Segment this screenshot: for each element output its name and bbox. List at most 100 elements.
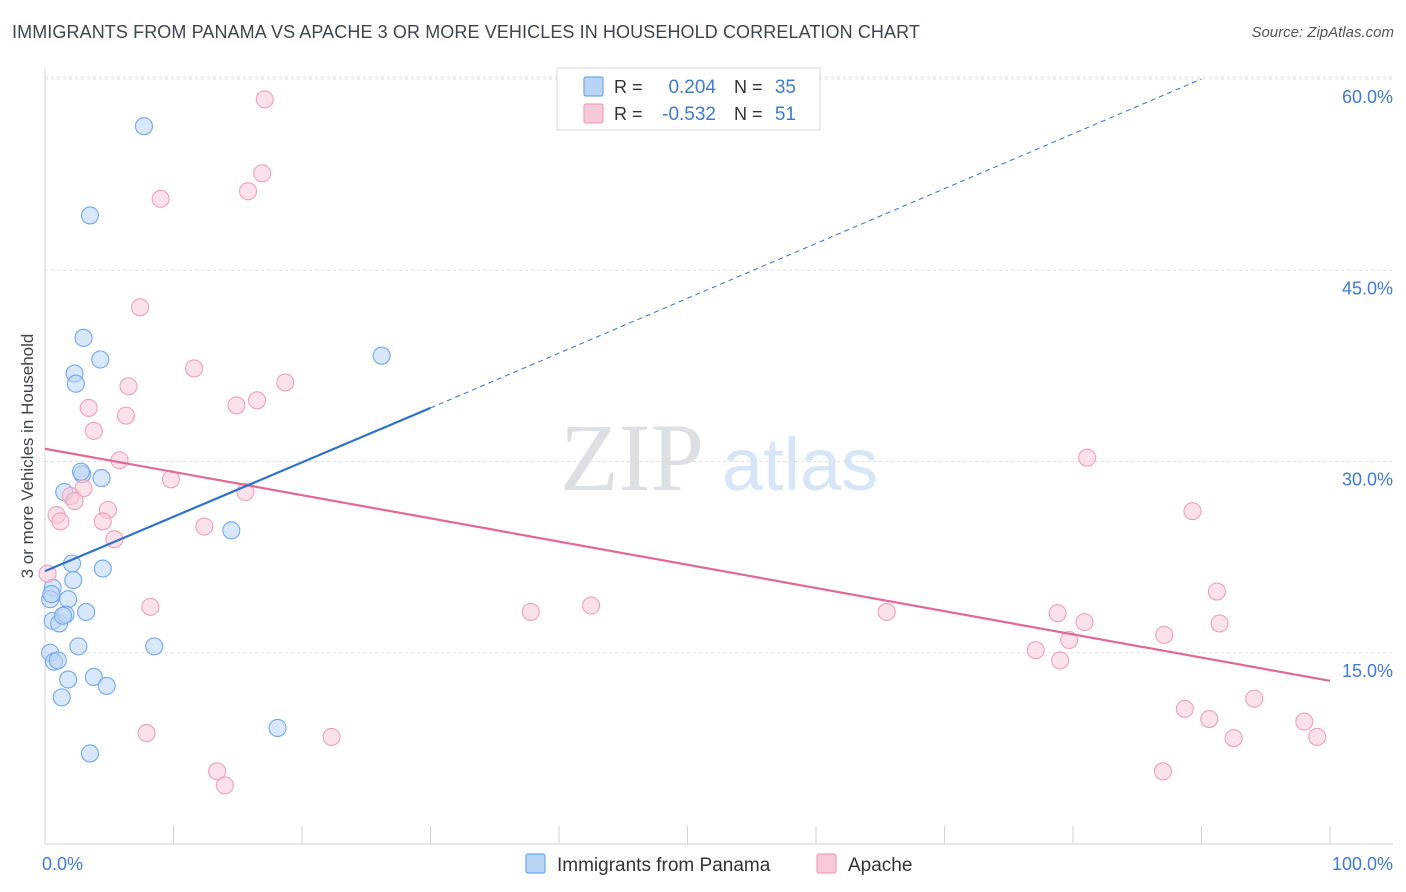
- point-1-35: [1026, 641, 1045, 660]
- point-0-10: [71, 462, 91, 481]
- legend-bottom-label-panama: Immigrants from Panama: [557, 855, 771, 876]
- legend-n-label-2: N =: [734, 104, 763, 124]
- point-0-1: [80, 206, 100, 225]
- point-0-28: [48, 651, 67, 670]
- point-1-41: [1200, 709, 1219, 729]
- point-0-31: [97, 676, 116, 695]
- point-1-3: [151, 189, 170, 208]
- point-0-25: [69, 637, 88, 656]
- point-0-11: [222, 521, 241, 540]
- legend-n-value-2: 51: [775, 104, 796, 125]
- point-0-23: [53, 606, 73, 625]
- point-0-29: [59, 670, 78, 689]
- point-1-48: [215, 776, 234, 795]
- point-0-33: [268, 718, 287, 738]
- legend-bottom-swatch-panama: [525, 853, 546, 874]
- x-tick-label-1: 100.0%: [1332, 854, 1393, 874]
- watermark-atlas: atlas: [722, 423, 878, 506]
- trendline-panama-extension: [430, 78, 1202, 409]
- trendline-panama: [44, 406, 431, 573]
- y-tick-label-2: 45.0%: [1342, 278, 1393, 298]
- point-0-18: [59, 590, 78, 609]
- point-1-34: [1060, 630, 1079, 650]
- point-1-27: [582, 596, 601, 615]
- y-axis-title: 3 or more Vehicles in Household: [18, 334, 37, 579]
- point-1-37: [1155, 625, 1174, 644]
- point-1-46: [322, 727, 341, 746]
- point-1-1: [253, 164, 272, 183]
- point-1-38: [1210, 614, 1229, 633]
- legend-swatch-pink: [583, 103, 604, 124]
- point-1-9: [227, 396, 246, 415]
- correlation-legend: R = 0.204 N = 35 R = -0.532 N = 51: [556, 67, 821, 131]
- point-1-4: [131, 298, 150, 317]
- point-1-2: [238, 182, 258, 201]
- axes: 15.0% 30.0% 45.0% 60.0% 0.0% 100.0%: [42, 68, 1393, 874]
- point-1-12: [84, 421, 103, 440]
- point-1-43: [1295, 712, 1314, 731]
- point-0-14: [64, 571, 83, 590]
- point-1-18: [65, 491, 84, 511]
- point-1-32: [1048, 604, 1067, 623]
- point-1-8: [247, 391, 267, 410]
- point-1-10: [79, 398, 98, 418]
- point-1-45: [137, 724, 156, 743]
- point-1-5: [185, 359, 204, 378]
- legend-n-value-1: 35: [775, 77, 796, 98]
- legend-n-label-1: N =: [734, 77, 763, 97]
- point-0-17: [42, 585, 61, 604]
- series-1: [38, 90, 1327, 795]
- legend-r-value-2: -0.532: [662, 104, 716, 125]
- point-1-25: [141, 597, 160, 616]
- point-1-40: [1175, 699, 1194, 718]
- legend-bottom-label-apache: Apache: [848, 855, 912, 876]
- y-tick-label-0: 15.0%: [1342, 661, 1393, 681]
- point-1-49: [1153, 762, 1172, 781]
- point-0-13: [93, 559, 112, 578]
- point-0-22: [77, 602, 96, 622]
- point-1-0: [255, 90, 274, 109]
- chart-source: Source: ZipAtlas.com: [1251, 24, 1394, 41]
- point-1-28: [877, 602, 896, 622]
- point-1-47: [208, 762, 227, 781]
- series-0: [41, 117, 391, 763]
- point-1-29: [1078, 448, 1097, 467]
- legend-bottom-swatch-apache: [816, 853, 837, 874]
- point-1-30: [1183, 502, 1202, 521]
- point-1-26: [521, 602, 540, 622]
- point-1-7: [276, 373, 295, 392]
- point-1-11: [116, 406, 136, 425]
- plot-area: [38, 78, 1331, 795]
- point-1-44: [1308, 727, 1327, 746]
- y-tick-label-3: 60.0%: [1342, 87, 1393, 107]
- point-1-39: [1245, 689, 1264, 708]
- legend-swatch-blue: [583, 76, 604, 97]
- point-0-3: [91, 350, 110, 369]
- point-0-32: [52, 688, 71, 707]
- point-1-36: [1051, 651, 1070, 670]
- point-1-22: [93, 512, 112, 531]
- point-1-20: [51, 512, 70, 531]
- point-1-23: [195, 517, 214, 536]
- x-tick-label-0: 0.0%: [42, 854, 83, 874]
- point-1-42: [1224, 729, 1243, 748]
- legend-r-label-1: R =: [614, 77, 643, 97]
- point-0-5: [66, 374, 85, 393]
- legend-r-label-2: R =: [614, 104, 643, 124]
- point-0-0: [134, 117, 153, 136]
- point-1-31: [1207, 582, 1226, 601]
- gridlines: [45, 76, 1393, 654]
- watermark-zip: ZIP: [560, 404, 704, 511]
- point-0-2: [74, 328, 93, 347]
- point-0-34: [80, 744, 100, 763]
- point-1-33: [1075, 613, 1094, 632]
- series-legend: Immigrants from Panama Apache: [525, 853, 912, 876]
- y-tick-label-1: 30.0%: [1342, 470, 1393, 490]
- point-0-30: [84, 667, 103, 687]
- point-0-8: [92, 469, 111, 488]
- point-0-6: [372, 346, 391, 365]
- point-0-24: [145, 637, 164, 656]
- point-1-6: [119, 377, 138, 396]
- legend-r-value-1: 0.204: [668, 77, 716, 98]
